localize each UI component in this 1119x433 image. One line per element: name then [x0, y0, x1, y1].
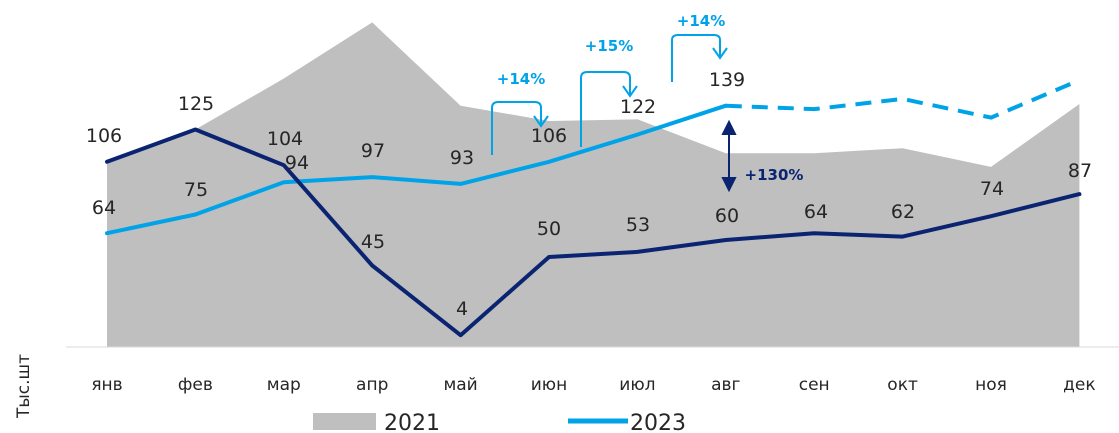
- line-series-navy: [105, 127, 1082, 338]
- line-series-2023: [105, 103, 728, 236]
- growth-annotation: +15%: [585, 37, 633, 55]
- legend-label-2021: 2021: [384, 411, 440, 433]
- data-label: 45: [361, 231, 385, 253]
- area-series-2021: [107, 22, 1080, 348]
- x-tick-label: июн: [531, 375, 567, 395]
- data-label: 139: [709, 69, 745, 91]
- legend-label-2023: 2023: [630, 411, 686, 433]
- x-tick-label: мар: [267, 375, 301, 395]
- x-tick-label: май: [443, 375, 477, 395]
- data-label: 122: [620, 96, 656, 118]
- data-label: 104: [267, 128, 303, 150]
- x-tick-label: авг: [711, 375, 740, 395]
- data-label: 53: [626, 214, 650, 236]
- growth-annotation: +14%: [677, 12, 725, 30]
- y-axis-label: Тыс.шт: [14, 354, 34, 419]
- x-tick-label: фев: [178, 375, 213, 395]
- data-label: 93: [450, 147, 474, 169]
- data-label: 62: [891, 201, 915, 223]
- growth-annotation: +130%: [745, 166, 804, 184]
- x-tick-label: апр: [356, 375, 388, 395]
- data-label: 106: [531, 125, 567, 147]
- growth-annotation: +14%: [497, 70, 545, 88]
- growth-arrow-2: [580, 71, 638, 147]
- double-arrow-130: [721, 119, 737, 193]
- data-label: 87: [1068, 160, 1092, 182]
- data-label: 64: [92, 197, 116, 219]
- data-label: 4: [456, 298, 468, 320]
- x-tick-label: июл: [619, 375, 655, 395]
- growth-arrow-3: [671, 34, 728, 82]
- x-tick-label: янв: [91, 375, 122, 395]
- data-label: 94: [285, 152, 309, 174]
- x-tick-label: дек: [1063, 375, 1095, 395]
- data-label: 64: [804, 201, 828, 223]
- data-label: 60: [715, 205, 739, 227]
- line-series-2023-forecast: [725, 78, 1081, 120]
- x-tick-label: сен: [799, 375, 830, 395]
- data-label: 125: [178, 93, 214, 115]
- growth-arrow-1: [491, 101, 549, 155]
- x-tick-label: ноя: [975, 375, 1007, 395]
- data-label: 74: [980, 178, 1004, 200]
- data-label: 50: [537, 218, 561, 240]
- x-tick-label: окт: [887, 375, 918, 395]
- data-label: 97: [361, 140, 385, 162]
- data-label: 75: [184, 179, 208, 201]
- data-label: 106: [86, 125, 122, 147]
- legend-swatch-2021: [313, 413, 376, 430]
